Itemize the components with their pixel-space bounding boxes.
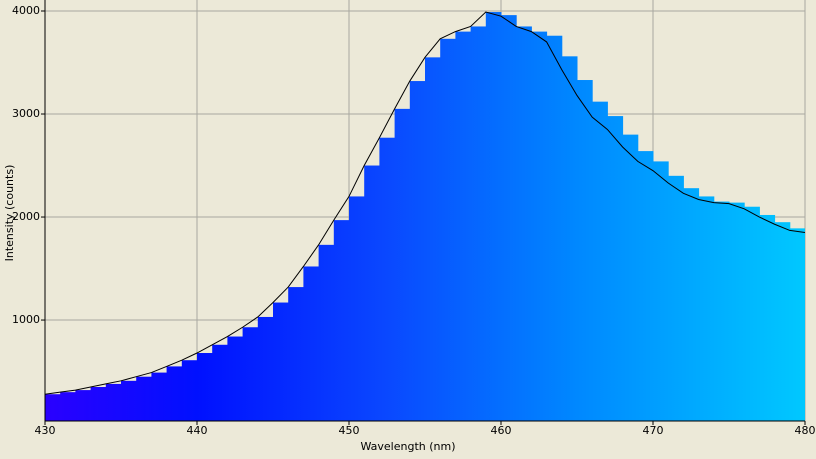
y-tick-label: 4000 (12, 4, 40, 17)
bar (227, 336, 244, 421)
bar (622, 134, 639, 421)
bar (744, 206, 760, 421)
bar (45, 394, 61, 421)
bar (273, 302, 289, 421)
x-tick-label: 440 (187, 424, 208, 437)
x-tick-label: 480 (795, 424, 816, 437)
bar (729, 202, 745, 421)
bar (774, 222, 791, 421)
bar (379, 137, 396, 421)
bar (60, 392, 76, 421)
bar (303, 266, 320, 421)
bar (713, 201, 730, 421)
bar (607, 116, 624, 421)
bar (257, 316, 274, 421)
bar (288, 287, 304, 421)
bar (75, 390, 92, 421)
bar (683, 188, 700, 421)
bar (546, 35, 563, 421)
x-tick-label: 460 (491, 424, 512, 437)
plot-area (45, 11, 805, 421)
y-axis-label: Intensity (counts) (3, 165, 16, 262)
bar (759, 214, 776, 421)
y-tick-label: 1000 (12, 313, 40, 326)
bar (333, 220, 350, 421)
bar (653, 161, 669, 421)
bar (181, 360, 198, 421)
bar (90, 387, 107, 421)
bar (212, 344, 228, 421)
x-tick-label: 470 (643, 424, 664, 437)
bar (349, 196, 365, 421)
x-tick-label: 430 (35, 424, 56, 437)
bar (501, 15, 517, 421)
x-tick-label: 450 (339, 424, 360, 437)
bar (789, 228, 805, 421)
bar (425, 57, 441, 421)
x-axis-label: Wavelength (nm) (360, 440, 455, 453)
spectrum-line (45, 11, 805, 395)
bar (121, 380, 137, 421)
bar (318, 244, 335, 421)
bar (242, 327, 259, 421)
bar (197, 353, 213, 421)
bar (455, 31, 472, 421)
y-tick-label: 3000 (12, 107, 40, 120)
bar (698, 196, 715, 421)
axes: 430 440 450 460 470 480 1000 2000 3000 4000 (12, 0, 816, 437)
bar (637, 151, 654, 421)
bar (531, 31, 548, 421)
y-tick-label: 2000 (12, 210, 40, 223)
bar (561, 56, 578, 421)
bar (485, 12, 502, 421)
bar (136, 376, 152, 421)
bar (470, 26, 487, 421)
bar (364, 165, 380, 421)
bar (105, 383, 122, 421)
bar (440, 38, 456, 421)
bar (592, 101, 608, 421)
bar (151, 372, 168, 421)
bar (409, 81, 426, 421)
bar (516, 26, 532, 421)
bar (668, 175, 684, 421)
bar (394, 108, 411, 421)
bar (577, 80, 593, 421)
bar (166, 366, 183, 421)
